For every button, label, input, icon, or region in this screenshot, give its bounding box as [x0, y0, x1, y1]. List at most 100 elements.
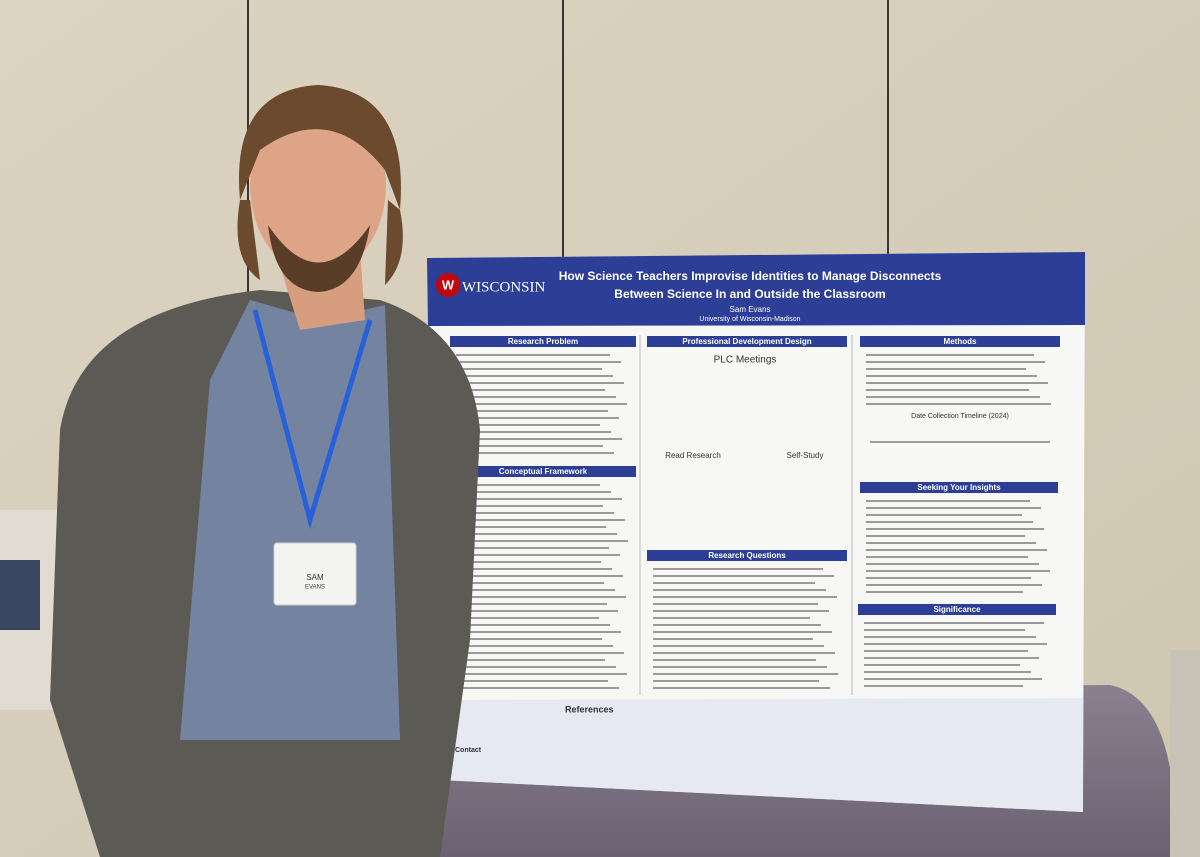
body-text-line	[653, 666, 827, 668]
body-text-line	[456, 680, 608, 682]
section-header	[647, 336, 847, 347]
body-text-line	[866, 549, 1047, 551]
body-text-line	[866, 584, 1042, 586]
body-text-line	[456, 445, 603, 447]
body-text-line	[456, 673, 627, 675]
body-text-line	[864, 622, 1044, 624]
body-text-line	[456, 596, 626, 598]
body-text-line	[456, 687, 619, 689]
section-heading: Methods	[944, 337, 977, 346]
section-heading: Significance	[933, 605, 981, 614]
section-heading: Seeking Your Insights	[917, 483, 1001, 492]
body-text-line	[866, 396, 1040, 398]
body-text-line	[653, 687, 830, 689]
body-text-line	[864, 629, 1025, 631]
body-text-line	[653, 582, 815, 584]
body-text-line	[456, 568, 612, 570]
timeline-area	[864, 408, 1056, 468]
svg-text:W: W	[442, 277, 455, 292]
body-text-line	[866, 354, 1034, 356]
diagram-area	[652, 350, 842, 540]
body-text-line	[864, 643, 1047, 645]
body-text-line	[866, 521, 1033, 523]
diagram-label: Self-Study	[787, 451, 824, 460]
body-text-line	[456, 368, 602, 370]
body-text-line	[653, 659, 816, 661]
body-text-line	[456, 354, 610, 356]
body-text-line	[456, 554, 620, 556]
poster-header	[427, 252, 1085, 326]
body-text-line	[456, 547, 609, 549]
section-header	[647, 550, 847, 561]
poster-title: How Science Teachers Improvise Identitie…	[559, 269, 942, 283]
body-text-line	[866, 591, 1023, 593]
body-text-line	[456, 561, 601, 563]
bag	[0, 560, 40, 630]
poster-author: Sam Evans	[730, 305, 771, 314]
body-text-line	[456, 652, 624, 654]
section-header	[860, 336, 1060, 347]
body-text-line	[866, 389, 1029, 391]
body-text-line	[653, 603, 818, 605]
body-text-line	[653, 575, 834, 577]
body-text-line	[456, 638, 602, 640]
body-text-line	[456, 533, 617, 535]
body-text-line	[456, 645, 613, 647]
body-text-line	[456, 631, 621, 633]
body-text-line	[866, 556, 1028, 558]
body-text-line	[456, 610, 618, 612]
body-text-line	[456, 431, 611, 433]
poster-title: Between Science In and Outside the Class…	[614, 287, 885, 301]
body-text-line	[456, 589, 615, 591]
body-text-line	[456, 403, 627, 405]
body-text-line	[653, 568, 823, 570]
section-heading: Research Questions	[708, 551, 786, 560]
body-text-line	[456, 498, 622, 500]
section-header	[450, 336, 636, 347]
body-text-line	[456, 659, 605, 661]
section-header	[450, 466, 636, 477]
body-text-line	[456, 575, 623, 577]
body-text-line	[456, 438, 622, 440]
body-text-line	[866, 528, 1044, 530]
body-text-line	[653, 631, 832, 633]
body-text-line	[866, 403, 1051, 405]
poster-affiliation: University of Wisconsin-Madison	[699, 316, 800, 323]
body-text-line	[866, 563, 1039, 565]
body-text-line	[456, 519, 625, 521]
body-text-line	[653, 645, 824, 647]
body-text-line	[653, 610, 829, 612]
body-text-line	[456, 382, 624, 384]
section-header	[860, 482, 1058, 493]
diagram-label: PLC Meetings	[714, 355, 777, 366]
body-text-line	[653, 596, 837, 598]
section-heading: Professional Development Design	[682, 337, 811, 346]
contact-heading: Contact	[455, 747, 482, 754]
body-text-line	[456, 582, 604, 584]
logo-text: WISCONSIN	[462, 279, 546, 295]
section-heading: Research Problem	[508, 337, 578, 346]
body-text-line	[866, 382, 1048, 384]
body-text-line	[866, 375, 1037, 377]
body-text-line	[456, 396, 616, 398]
body-text-line	[456, 410, 608, 412]
body-text-line	[864, 685, 1023, 687]
body-text-line	[456, 491, 611, 493]
body-text-line	[653, 617, 810, 619]
body-text-line	[456, 452, 614, 454]
person: SAM EVANS	[50, 85, 480, 857]
body-text-line	[456, 666, 616, 668]
body-text-line	[653, 624, 821, 626]
body-text-line	[866, 507, 1041, 509]
badge-name: EVANS	[305, 585, 325, 591]
body-text-line	[653, 680, 819, 682]
body-text-line	[456, 512, 614, 514]
body-text-line	[864, 664, 1020, 666]
poster-footer	[440, 698, 1083, 812]
body-text-line	[866, 368, 1026, 370]
section-header	[858, 604, 1056, 615]
body-text-line	[653, 589, 826, 591]
body-text-line	[866, 535, 1025, 537]
body-text-line	[456, 389, 605, 391]
